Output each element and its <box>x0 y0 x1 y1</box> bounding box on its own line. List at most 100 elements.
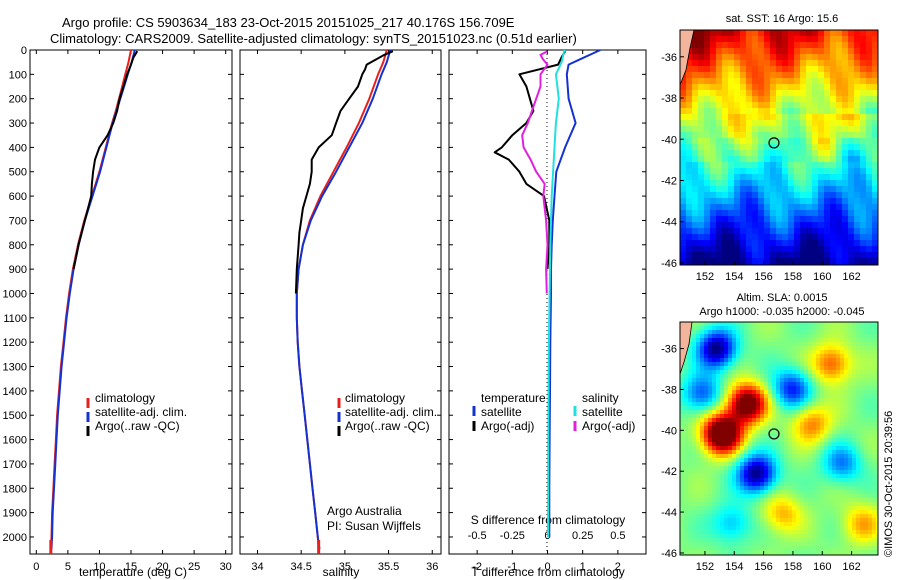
sla-cell <box>776 398 780 402</box>
sla-cell <box>756 378 760 382</box>
sst-cell <box>836 246 842 252</box>
sla-cell <box>688 370 692 374</box>
sla-cell <box>832 494 836 498</box>
sst-cell <box>722 114 728 120</box>
sst-cell <box>800 222 806 228</box>
sst-cell <box>758 156 764 162</box>
sst-cell <box>740 126 746 132</box>
sla-cell <box>728 506 732 510</box>
sla-cell <box>796 406 800 410</box>
sla-cell <box>764 394 768 398</box>
sst-cell <box>794 162 800 168</box>
sst-cell <box>734 234 740 240</box>
sst-cell <box>776 180 782 186</box>
sla-cell <box>700 546 704 550</box>
map-x-tick-label: 152 <box>696 561 714 573</box>
sla-cell <box>856 550 860 554</box>
sst-cell <box>794 30 800 36</box>
sst-cell <box>836 174 842 180</box>
sla-cell <box>704 518 708 522</box>
sla-cell <box>704 402 708 406</box>
sla-cell <box>824 546 828 550</box>
sla-cell <box>704 338 708 342</box>
sla-cell <box>720 406 724 410</box>
sst-cell <box>806 78 812 84</box>
sla-cell <box>848 366 852 370</box>
sla-cell <box>756 354 760 358</box>
sla-cell <box>724 478 728 482</box>
sst-cell <box>746 150 752 156</box>
sla-cell <box>808 514 812 518</box>
sla-cell <box>700 446 704 450</box>
sla-cell <box>876 534 878 538</box>
sst-cell <box>848 30 854 36</box>
sst-cell <box>722 198 728 204</box>
sla-cell <box>828 466 832 470</box>
sst-cell <box>854 138 860 144</box>
sla-cell <box>744 482 748 486</box>
sla-cell <box>848 422 852 426</box>
sst-cell <box>764 228 770 234</box>
sla-cell <box>828 450 832 454</box>
sla-cell <box>724 446 728 450</box>
sla-cell <box>708 414 712 418</box>
sla-cell <box>716 510 720 514</box>
sla-cell <box>784 370 788 374</box>
sst-cell <box>776 72 782 78</box>
sla-cell <box>724 430 728 434</box>
sst-cell <box>842 234 848 240</box>
sst-cell <box>782 228 788 234</box>
sla-cell <box>696 438 700 442</box>
sla-cell <box>792 458 796 462</box>
sla-cell <box>684 494 688 498</box>
sla-cell <box>832 406 836 410</box>
sla-cell <box>800 330 804 334</box>
sla-cell <box>832 426 836 430</box>
sla-cell <box>800 426 804 430</box>
sla-cell <box>848 486 852 490</box>
sla-cell <box>740 394 744 398</box>
sla-cell <box>688 362 692 366</box>
sla-cell <box>700 482 704 486</box>
sla-cell <box>872 378 876 382</box>
sst-cell <box>854 36 860 42</box>
sla-cell <box>864 458 868 462</box>
sla-cell <box>688 546 692 550</box>
sst-cell <box>740 102 746 108</box>
sla-cell <box>720 538 724 542</box>
sla-cell <box>768 494 772 498</box>
sla-cell <box>740 334 744 338</box>
sla-cell <box>736 482 740 486</box>
sla-cell <box>820 406 824 410</box>
sst-cell <box>800 132 806 138</box>
sla-cell <box>780 534 784 538</box>
sla-cell <box>848 514 852 518</box>
sla-cell <box>836 394 840 398</box>
sla-cell <box>780 322 784 326</box>
sla-cell <box>788 526 792 530</box>
sst-cell <box>692 216 698 222</box>
sla-cell <box>752 398 756 402</box>
sst-cell <box>686 168 692 174</box>
sla-cell <box>836 338 840 342</box>
sla-cell <box>832 350 836 354</box>
sla-cell <box>872 550 876 554</box>
sla-cell <box>804 402 808 406</box>
sla-cell <box>836 442 840 446</box>
sla-cell <box>812 426 816 430</box>
sla-cell <box>812 494 816 498</box>
sst-cell <box>824 102 830 108</box>
sla-cell <box>708 486 712 490</box>
sla-cell <box>856 330 860 334</box>
sla-cell <box>696 474 700 478</box>
sla-cell <box>716 370 720 374</box>
sla-cell <box>692 450 696 454</box>
sst-cell <box>680 258 686 264</box>
y-tick-label: 200 <box>9 94 27 106</box>
sla-cell <box>708 386 712 390</box>
sla-cell <box>808 398 812 402</box>
sla-cell <box>872 498 876 502</box>
sla-cell <box>780 374 784 378</box>
sla-cell <box>856 442 860 446</box>
sst-cell <box>728 252 734 258</box>
